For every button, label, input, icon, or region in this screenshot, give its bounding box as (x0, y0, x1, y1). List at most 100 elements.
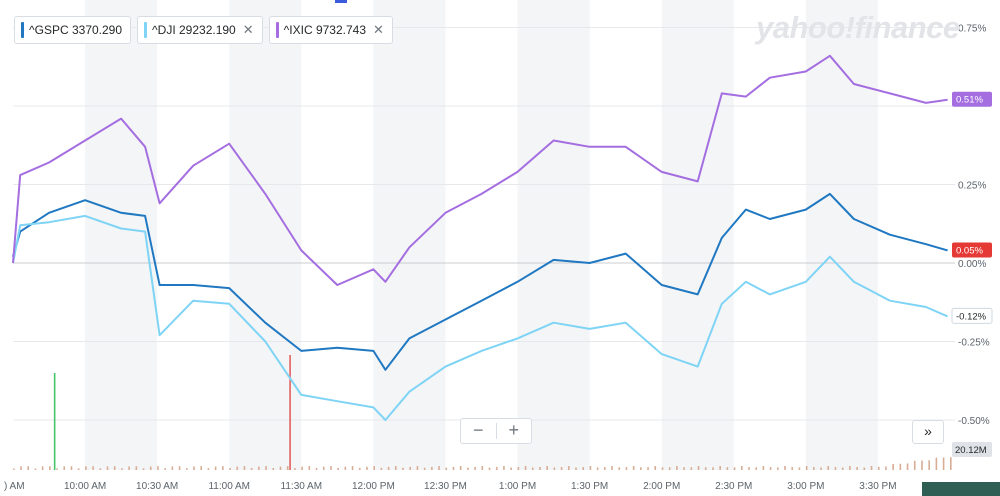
volume-bar (128, 466, 130, 470)
legend-label-ixic: ^IXIC 9732.743 (283, 23, 366, 37)
volume-bar (322, 466, 325, 470)
x-tick-label: 11:30 AM (281, 481, 323, 492)
volume-bar (690, 467, 693, 470)
time-band (805, 0, 878, 470)
volume-bar (697, 466, 700, 470)
volume-bar (366, 466, 368, 470)
volume-bar (34, 468, 37, 470)
volume-bar (49, 466, 51, 470)
zoom-out-button[interactable]: − (472, 420, 484, 440)
volume-bar (704, 467, 707, 470)
volume-bar (459, 466, 462, 470)
y-tick-label: 0.25% (958, 181, 986, 192)
x-tick-label: ) AM (4, 481, 25, 492)
volume-bar (906, 463, 909, 470)
volume-bar (827, 466, 830, 470)
volume-bar (315, 467, 318, 470)
volume-bar (582, 467, 585, 470)
volume-bar (834, 467, 837, 470)
volume-bar (337, 467, 339, 470)
zoom-controls: − + (460, 418, 532, 444)
volume-bar (20, 466, 22, 470)
volume-bar (647, 467, 649, 470)
volume-bar (395, 466, 397, 470)
gspc-swatch (21, 22, 24, 38)
x-tick-label: 2:30 PM (715, 481, 752, 492)
volume-bar (171, 466, 174, 470)
volume-bar (546, 466, 548, 470)
expand-chart-button[interactable]: » (912, 420, 944, 444)
volume-bar (402, 467, 404, 470)
legend-item-gspc[interactable]: ^GSPC 3370.290 (14, 16, 132, 44)
volume-bar (777, 467, 779, 470)
y-tick-label: -0.25% (958, 338, 990, 349)
volume-bar (531, 467, 534, 470)
last-value-label: 0.51% (956, 95, 983, 106)
volume-bar (791, 467, 794, 470)
volume-bar (279, 466, 282, 470)
volume-bar (135, 466, 138, 470)
remove-ixic-close-icon[interactable]: ✕ (373, 22, 384, 37)
volume-bar (618, 467, 621, 470)
volume-bar (157, 466, 159, 470)
volume-bar (229, 468, 231, 470)
volume-bar (589, 466, 592, 470)
dji-swatch (144, 22, 148, 38)
volume-bar (611, 466, 613, 470)
volume-spike (53, 373, 56, 470)
volume-bar (495, 466, 498, 470)
volume-bar (214, 466, 217, 470)
volume-bar (719, 466, 721, 470)
legend-item-ixic[interactable]: ^IXIC 9732.743 ✕ (268, 16, 393, 44)
volume-bar (604, 467, 606, 470)
volume-bar (431, 466, 433, 470)
last-value-label: -0.12% (956, 311, 987, 322)
volume-bar (308, 466, 311, 470)
volume-bar (748, 467, 750, 470)
x-tick-label: 10:00 AM (64, 481, 106, 492)
volume-bar (849, 466, 851, 470)
volume-bar (164, 468, 166, 470)
volume-bar (344, 466, 347, 470)
last-value-label: 0.05% (956, 245, 983, 256)
volume-bar (596, 467, 599, 470)
volume-bar (423, 467, 426, 470)
volume-bar (769, 467, 772, 470)
time-band (373, 0, 446, 470)
x-tick-label: 3:00 PM (787, 481, 824, 492)
volume-bar (625, 467, 628, 470)
volume-bar (539, 467, 541, 470)
series-line-gspc (12, 192, 948, 371)
ixic-swatch (275, 22, 279, 38)
legend-item-dji[interactable]: ^DJI 29232.190 ✕ (137, 16, 263, 44)
volume-bar (258, 466, 260, 470)
volume-bar (928, 460, 930, 470)
volume-bar (784, 466, 786, 470)
remove-dji-close-icon[interactable]: ✕ (242, 22, 254, 37)
volume-bar (553, 467, 556, 470)
volume-bar (272, 467, 275, 470)
volume-bar (416, 466, 419, 470)
x-tick-label: 1:00 PM (499, 481, 536, 492)
volume-bar (106, 466, 109, 470)
volume-bar (921, 460, 923, 470)
volume-spike (289, 355, 291, 470)
volume-bar (654, 466, 657, 470)
volume-bar (358, 467, 361, 470)
volume-bar (142, 468, 145, 470)
volume-bar (856, 466, 858, 470)
volume-bar (632, 466, 635, 470)
volume-bar (63, 466, 66, 470)
volume-bar (733, 467, 736, 470)
volume-bar (193, 466, 195, 470)
volume-bar (56, 468, 58, 470)
zoom-in-button[interactable]: + (508, 420, 519, 440)
volume-bar (92, 466, 94, 470)
legend-label-gspc: ^GSPC 3370.290 (29, 23, 123, 37)
volume-bar (740, 466, 743, 470)
volume-bar (567, 466, 570, 470)
x-tick-label: 11:00 AM (208, 481, 250, 492)
volume-bar (899, 463, 902, 470)
volume-bar (950, 457, 952, 470)
